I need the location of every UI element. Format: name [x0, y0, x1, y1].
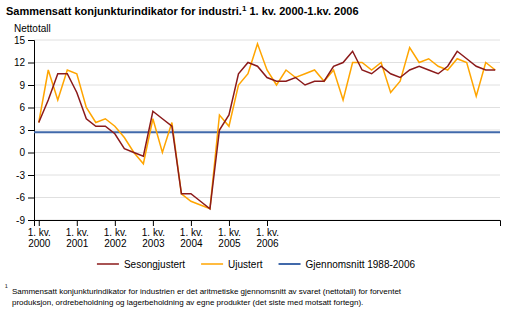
- title-part: Sammensatt konjunkturindikator for indus…: [6, 5, 242, 17]
- x-tick-label-line: 1. kv.: [28, 227, 51, 238]
- plot-area: -9-6-3036912151. kv.20001. kv.20011. kv.…: [14, 35, 501, 249]
- x-tick-label-line: 1. kv.: [66, 227, 89, 238]
- marks: [34, 44, 500, 209]
- y-tick: -9: [16, 215, 34, 226]
- grid-line: [34, 152, 500, 153]
- x-tick: 1. kv.2000: [28, 220, 51, 249]
- chart: Sammensatt konjunkturindikator for indus…: [0, 0, 512, 335]
- x-tick-label: 1. kv.2005: [218, 227, 241, 249]
- y-tick-label: 0: [19, 147, 25, 158]
- x-axis: 1. kv.20001. kv.20011. kv.20021. kv.2003…: [28, 220, 501, 249]
- series-line: [39, 51, 495, 209]
- x-tick-mark: [191, 220, 192, 226]
- x-tick-label-line: 2000: [28, 238, 51, 249]
- grid-line: [34, 62, 500, 63]
- y-tick: 3: [19, 125, 34, 136]
- title: Sammensatt konjunkturindikator for indus…: [6, 4, 359, 17]
- y-tick-mark: [28, 130, 34, 131]
- x-tick-label-line: 2003: [142, 238, 165, 249]
- y-axis-title: Nettotall: [14, 23, 51, 34]
- x-tick: 1. kv.2005: [218, 220, 241, 249]
- x-tick-label-line: 2004: [180, 238, 203, 249]
- legend-item: Sesongjustert: [97, 259, 185, 270]
- footnote: produksjon, ordrebeholdning og lagerbeho…: [12, 298, 363, 307]
- footnote-marker: ¹: [5, 283, 8, 292]
- x-tick-mark: [39, 220, 40, 226]
- legend-swatch: [201, 263, 223, 265]
- x-tick-label: 1. kv.2000: [28, 227, 51, 249]
- legend-item: Ujustert: [201, 259, 263, 270]
- y-tick: -6: [16, 192, 34, 203]
- x-tick-label-line: 1. kv.: [218, 227, 241, 238]
- x-tick-label-line: 1. kv.: [180, 227, 203, 238]
- x-tick-label-line: 2001: [66, 238, 89, 249]
- y-tick-label: -9: [16, 215, 25, 226]
- grid: [34, 40, 500, 220]
- y-axis-line: [28, 41, 35, 221]
- x-axis-line: [35, 221, 501, 227]
- y-tick-label: 9: [19, 80, 25, 91]
- y-tick-mark: [28, 220, 34, 221]
- grid-line: [34, 130, 500, 131]
- y-tick-mark: [28, 85, 34, 86]
- y-tick-mark: [28, 198, 34, 199]
- footnote: Sammensatt konjunkturindikator for indus…: [12, 287, 402, 296]
- y-tick-label: 6: [19, 102, 25, 113]
- x-tick-mark: [229, 220, 230, 226]
- y-tick-mark: [28, 153, 34, 154]
- grid-line: [34, 40, 500, 41]
- y-tick-mark: [28, 63, 34, 64]
- x-tick-mark: [153, 220, 154, 226]
- x-tick-label-line: 2006: [256, 238, 279, 249]
- x-tick-mark: [267, 220, 268, 226]
- legend-label: Sesongjustert: [124, 259, 185, 270]
- x-tick-label: 1. kv.2002: [104, 227, 127, 249]
- legend-label: Gjennomsnitt 1988-2006: [306, 259, 416, 270]
- x-tick-mark: [77, 220, 78, 226]
- x-tick: 1. kv.2001: [66, 220, 89, 249]
- y-tick: 9: [19, 80, 34, 91]
- y-tick-mark: [28, 175, 34, 176]
- grid-line: [34, 107, 500, 108]
- x-tick-label: 1. kv.2006: [256, 227, 279, 249]
- x-tick-label: 1. kv.2001: [66, 227, 89, 249]
- y-axis: -9 -6 -3 0 3 6 9 12 15: [14, 35, 35, 226]
- grid-line: [34, 85, 500, 86]
- x-tick: 1. kv.2006: [256, 220, 279, 249]
- x-tick: 1. kv.2002: [104, 220, 127, 249]
- average-line: [34, 131, 500, 133]
- x-tick: 1. kv.2004: [180, 220, 203, 249]
- x-tick-mark: [115, 220, 116, 226]
- y-tick: 15: [14, 35, 34, 46]
- legend-item: Gjennomsnitt 1988-2006: [279, 259, 416, 270]
- title-part: 1. kv. 2000-1.kv. 2006: [246, 5, 358, 17]
- y-tick: 0: [19, 147, 34, 158]
- y-tick: 6: [19, 102, 34, 113]
- legend-swatch: [97, 263, 119, 265]
- legend-swatch: [279, 263, 301, 265]
- y-tick-label: 3: [19, 125, 25, 136]
- y-tick-label: 15: [14, 35, 26, 46]
- series-line: [39, 44, 495, 209]
- y-tick: 12: [14, 57, 34, 68]
- x-tick-label-line: 2002: [104, 238, 127, 249]
- y-tick-label: 12: [14, 57, 26, 68]
- y-tick-mark: [28, 40, 34, 41]
- x-tick-label-line: 1. kv.: [256, 227, 279, 238]
- legend: Sesongjustert Ujustert Gjennomsnitt 1988-2…: [97, 259, 416, 270]
- x-tick-label-line: 1. kv.: [142, 227, 165, 238]
- y-tick: -3: [16, 170, 34, 181]
- grid-line: [34, 197, 500, 198]
- x-tick-label: 1. kv.2003: [142, 227, 165, 249]
- y-tick-label: -3: [16, 170, 25, 181]
- x-tick-label-line: 1. kv.: [104, 227, 127, 238]
- x-tick: 1. kv.2003: [142, 220, 165, 249]
- x-tick-label-line: 2005: [218, 238, 241, 249]
- x-tick-label: 1. kv.2004: [180, 227, 203, 249]
- y-tick-label: -6: [16, 192, 25, 203]
- grid-line: [34, 175, 500, 176]
- y-tick-mark: [28, 108, 34, 109]
- legend-label: Ujustert: [228, 259, 263, 270]
